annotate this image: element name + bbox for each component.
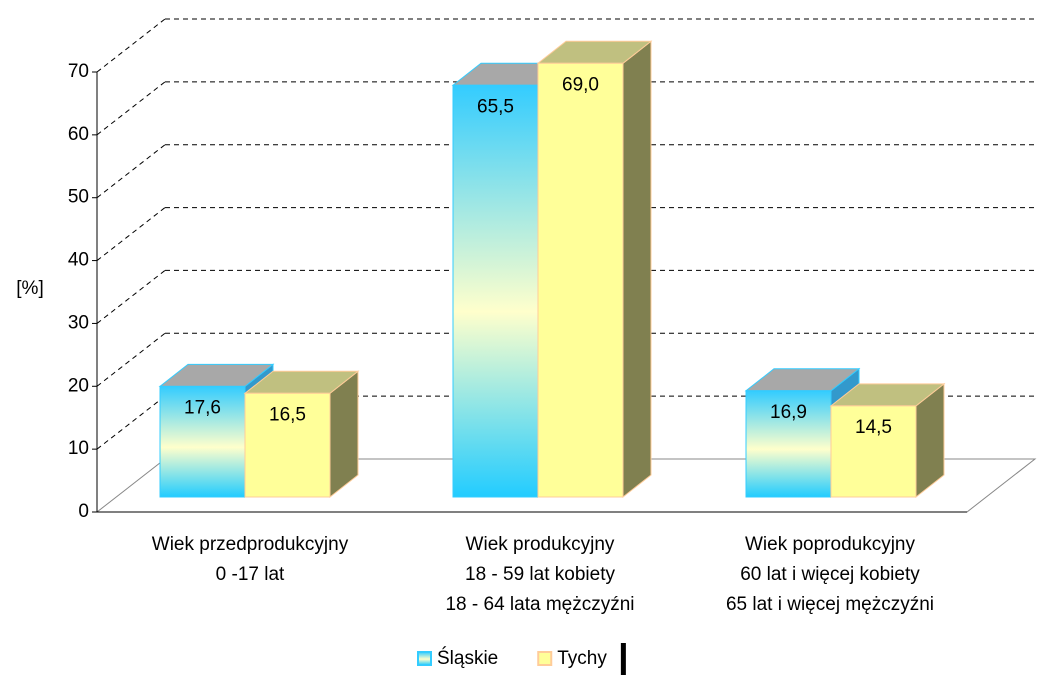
bar: [830, 405, 917, 498]
bar: [537, 62, 624, 498]
legend-label: Śląskie: [437, 647, 498, 669]
bar: [745, 390, 832, 498]
bar: [452, 84, 539, 498]
grid-line: [96, 18, 166, 73]
y-tick-label: 70: [68, 61, 89, 82]
bar-side: [622, 40, 652, 499]
x-tick-label: 60 lat i więcej kobiety: [740, 564, 920, 585]
bar: [159, 385, 246, 498]
legend-label: Tychy: [557, 648, 607, 669]
grid-line: [96, 270, 166, 324]
y-tick-label: 40: [68, 250, 89, 271]
grid-line: [96, 207, 166, 261]
value-label: 16,5: [269, 404, 306, 425]
x-tick-label: 65 lat i więcej mężczyźni: [726, 594, 934, 615]
legend-swatch: [537, 651, 553, 666]
x-tick-label: 0 -17 lat: [216, 564, 285, 585]
y-tick-label: 50: [68, 187, 89, 208]
y-tick-label: 20: [68, 375, 89, 396]
legend-edge: [620, 643, 626, 675]
bar: [244, 392, 331, 498]
x-tick-label: 18 - 59 lat kobiety: [465, 564, 615, 585]
grid-line: [96, 81, 166, 136]
x-tick-label: Wiek poprodukcyjny: [745, 534, 916, 555]
y-tick-label: 10: [68, 438, 89, 459]
grid-line: [96, 332, 166, 387]
y-tick-label: 60: [68, 124, 89, 145]
y-tick-label: 30: [68, 312, 89, 333]
grid-line: [96, 395, 166, 450]
value-label: 16,9: [770, 402, 807, 423]
value-label: 65,5: [477, 96, 514, 117]
x-tick-label: 18 - 64 lata mężczyźni: [445, 594, 634, 615]
grid-line: [96, 144, 166, 199]
value-label: 14,5: [855, 417, 892, 438]
y-axis-label: [%]: [16, 278, 43, 299]
x-tick-label: Wiek przedprodukcyjny: [152, 534, 349, 555]
y-tick-label: 0: [78, 501, 89, 522]
value-label: 17,6: [184, 397, 221, 418]
value-label: 69,0: [562, 74, 599, 95]
legend-swatch: [417, 651, 432, 666]
x-tick-label: Wiek produkcyjny: [466, 534, 615, 555]
